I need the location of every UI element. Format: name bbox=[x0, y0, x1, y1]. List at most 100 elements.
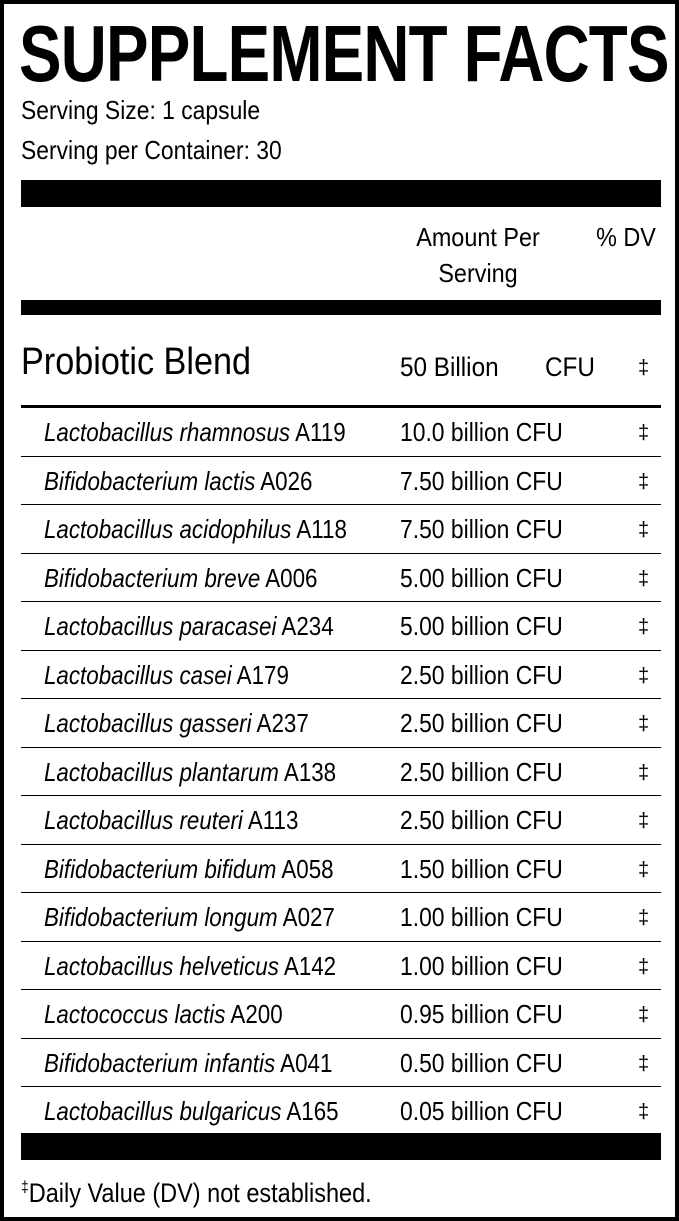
ingredient-amount: 0.95 billion CFU bbox=[400, 999, 563, 1029]
footnote: ‡Daily Value (DV) not established. bbox=[21, 1170, 372, 1211]
ingredient-name: Lactobacillus bulgaricus A165 bbox=[44, 1094, 339, 1128]
ingredient-row: Lactobacillus gasseri A237 2.50 billion C… bbox=[21, 699, 661, 748]
ingredient-amount: 7.50 billion CFU bbox=[400, 514, 563, 544]
ingredient-amount: 10.0 billion CFU bbox=[400, 417, 563, 447]
ingredient-amount: 7.50 billion CFU bbox=[400, 465, 563, 496]
ingredient-row: Lactobacillus plantarum A138 2.50 billion… bbox=[21, 748, 661, 796]
ingredient-row: Bifidobacterium longum A027 1.00 billion … bbox=[21, 893, 661, 942]
ingredient-dv: ‡ bbox=[638, 519, 650, 541]
ingredient-name: Lactobacillus reuteri A113 bbox=[44, 803, 298, 837]
ingredient-name: Lactobacillus rhamnosus A119 bbox=[44, 415, 346, 449]
ingredient-name: Bifidobacterium infantis A041 bbox=[44, 1046, 332, 1080]
ingredient-name: Bifidobacterium breve A006 bbox=[44, 561, 317, 595]
ingredient-row: Bifidobacterium bifidum A058 1.50 billion… bbox=[21, 845, 661, 893]
species-name: Lactobacillus rhamnosus bbox=[44, 417, 291, 447]
ingredient-row: Bifidobacterium breve A006 5.00 billion C… bbox=[21, 554, 661, 602]
ingredient-name: Bifidobacterium longum A027 bbox=[44, 900, 335, 934]
strain-code: A058 bbox=[281, 853, 334, 884]
ingredient-row: Lactococcus lactis A200 0.95 billion CFU ‡ bbox=[21, 990, 661, 1039]
ingredient-dv: ‡ bbox=[638, 810, 650, 832]
strain-code: A165 bbox=[286, 1096, 339, 1126]
ingredient-name: Bifidobacterium lactis A026 bbox=[44, 464, 312, 498]
ingredient-amount: 2.50 billion CFU bbox=[400, 756, 563, 787]
amount-header-line1: Amount Per bbox=[416, 222, 540, 252]
ingredient-dv: ‡ bbox=[638, 907, 650, 929]
blend-amount: 50 Billion bbox=[400, 352, 499, 382]
amount-header-line2: Serving bbox=[438, 258, 518, 288]
ingredient-row: Lactobacillus casei A179 2.50 billion CFU… bbox=[21, 651, 661, 699]
ingredient-dv: ‡ bbox=[638, 664, 650, 687]
species-name: Lactobacillus casei bbox=[44, 659, 232, 690]
species-name: Lactobacillus gasseri bbox=[44, 708, 252, 738]
ingredient-row: Lactobacillus acidophilus A118 7.50 billi… bbox=[21, 505, 661, 554]
ingredient-amount: 2.50 billion CFU bbox=[400, 708, 563, 738]
strain-code: A113 bbox=[247, 805, 299, 835]
species-name: Bifidobacterium breve bbox=[44, 562, 261, 593]
ingredient-amount: 2.50 billion CFU bbox=[400, 659, 563, 690]
servings-per-container: Serving per Container: 30 bbox=[21, 135, 282, 165]
ingredient-amount: 5.00 billion CFU bbox=[400, 562, 563, 593]
strain-code: A006 bbox=[265, 562, 318, 593]
ingredient-name: Lactobacillus helveticus A142 bbox=[44, 949, 336, 983]
strain-code: A237 bbox=[256, 708, 309, 738]
medium-divider bbox=[21, 300, 661, 315]
ingredient-dv: ‡ bbox=[638, 1101, 650, 1123]
species-name: Lactobacillus bulgaricus bbox=[44, 1096, 282, 1126]
ingredient-dv: ‡ bbox=[638, 616, 650, 638]
strain-code: A200 bbox=[230, 999, 283, 1029]
strain-code: A142 bbox=[283, 950, 337, 981]
ingredient-row: Lactobacillus paracasei A234 5.00 billion… bbox=[21, 602, 661, 651]
footnote-symbol: ‡ bbox=[21, 1179, 29, 1196]
ingredient-row: Lactobacillus rhamnosus A119 10.0 billion… bbox=[21, 408, 661, 457]
ingredient-dv: ‡ bbox=[638, 955, 650, 978]
ingredient-dv: ‡ bbox=[638, 1004, 650, 1026]
label-title: SUPPLEMENT FACTS bbox=[19, 9, 669, 98]
ingredient-dv: ‡ bbox=[638, 567, 650, 590]
bottom-divider bbox=[21, 1133, 661, 1160]
species-name: Lactobacillus paracasei bbox=[44, 611, 277, 641]
ingredient-dv: ‡ bbox=[638, 713, 650, 735]
strain-code: A027 bbox=[282, 902, 335, 932]
ingredient-row: Bifidobacterium lactis A026 7.50 billion … bbox=[21, 457, 661, 505]
species-name: Bifidobacterium longum bbox=[44, 902, 278, 932]
species-name: Bifidobacterium lactis bbox=[44, 465, 256, 496]
ingredient-name: Lactobacillus paracasei A234 bbox=[44, 609, 334, 643]
species-name: Lactobacillus acidophilus bbox=[44, 514, 292, 544]
species-name: Lactobacillus helveticus bbox=[44, 950, 279, 981]
species-name: Lactobacillus plantarum bbox=[44, 756, 279, 787]
strain-code: A179 bbox=[236, 659, 289, 690]
ingredient-row: Lactobacillus reuteri A113 2.50 billion C… bbox=[21, 796, 661, 845]
blend-name: Probiotic Blend bbox=[21, 341, 252, 383]
thick-divider bbox=[21, 180, 661, 207]
blend-dv: ‡ bbox=[638, 357, 650, 379]
ingredient-row: Bifidobacterium infantis A041 0.50 billio… bbox=[21, 1039, 661, 1087]
species-name: Lactococcus lactis bbox=[44, 999, 226, 1029]
ingredient-amount: 1.00 billion CFU bbox=[400, 950, 563, 981]
ingredient-amount: 1.50 billion CFU bbox=[400, 853, 563, 884]
ingredient-name: Lactococcus lactis A200 bbox=[44, 997, 283, 1031]
ingredient-dv: ‡ bbox=[638, 761, 650, 784]
strain-code: A119 bbox=[295, 417, 346, 447]
ingredient-amount: 0.05 billion CFU bbox=[400, 1096, 563, 1126]
ingredient-list: Lactobacillus rhamnosus A119 10.0 billion… bbox=[21, 405, 661, 1135]
species-name: Bifidobacterium bifidum bbox=[44, 853, 277, 884]
blend-unit: CFU bbox=[545, 352, 595, 382]
ingredient-dv: ‡ bbox=[638, 422, 650, 444]
ingredient-name: Lactobacillus plantarum A138 bbox=[44, 755, 336, 789]
ingredient-name: Lactobacillus gasseri A237 bbox=[44, 706, 309, 740]
ingredient-name: Lactobacillus acidophilus A118 bbox=[44, 512, 347, 546]
ingredient-amount: 1.00 billion CFU bbox=[400, 902, 563, 932]
serving-size: Serving Size: 1 capsule bbox=[21, 95, 261, 125]
ingredient-name: Bifidobacterium bifidum A058 bbox=[44, 852, 334, 886]
strain-code: A234 bbox=[281, 611, 334, 641]
ingredient-dv: ‡ bbox=[638, 470, 650, 493]
ingredient-dv: ‡ bbox=[638, 1052, 650, 1075]
species-name: Lactobacillus reuteri bbox=[44, 805, 243, 835]
ingredient-amount: 0.50 billion CFU bbox=[400, 1047, 563, 1078]
ingredient-dv: ‡ bbox=[638, 858, 650, 881]
dv-header: % DV bbox=[596, 222, 656, 252]
ingredient-amount: 5.00 billion CFU bbox=[400, 611, 563, 641]
strain-code: A118 bbox=[296, 514, 347, 544]
species-name: Bifidobacterium infantis bbox=[44, 1047, 276, 1078]
